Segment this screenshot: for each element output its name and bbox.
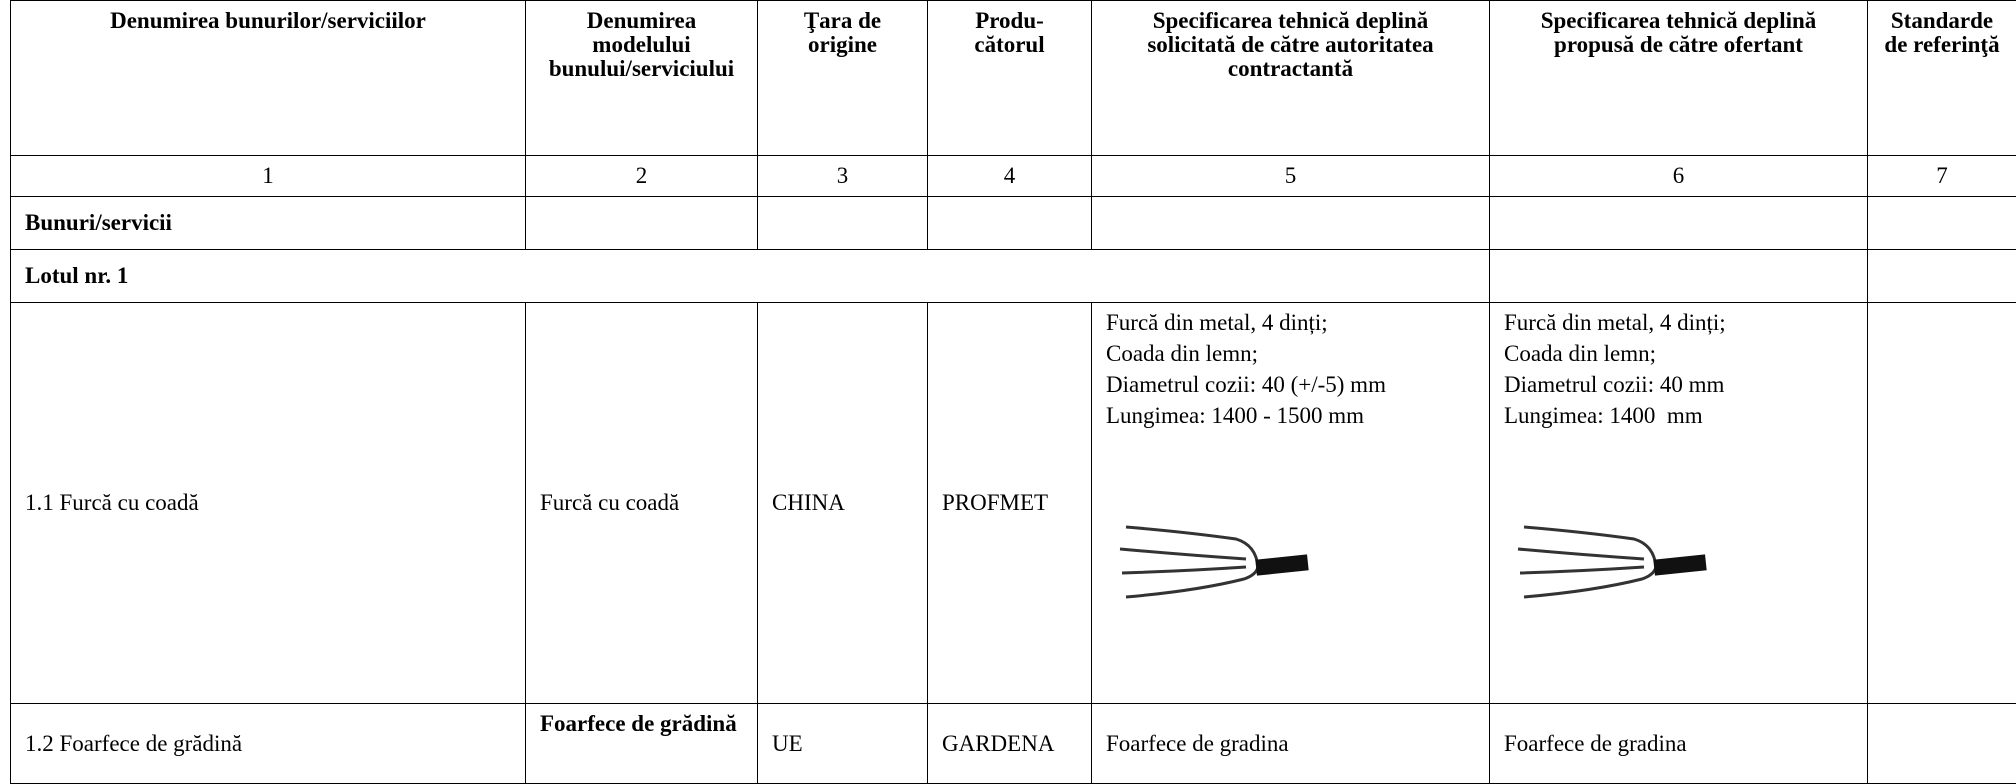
spec-line: Lungimea: 1400 - 1500 mm [1106, 400, 1475, 431]
number-cell: 6 [1490, 156, 1868, 197]
empty-cell [1868, 197, 2016, 250]
section-cell: Bunuri/servicii [11, 197, 526, 250]
number-row: 1 2 3 4 5 6 7 [11, 156, 2016, 197]
item-model: Furcă cu coadă [526, 303, 758, 704]
number-cell: 7 [1868, 156, 2016, 197]
empty-cell [1868, 250, 2016, 303]
empty-cell [526, 197, 758, 250]
spec-offered: Furcă din metal, 4 dinți; Coada din lemn… [1490, 303, 1868, 704]
item-producer: GARDENA [928, 704, 1092, 784]
item-name: 1.2 Foarfece de grădină [11, 704, 526, 784]
empty-cell [1490, 197, 1868, 250]
item-row: 1.1 Furcă cu coadă Furcă cu coadă CHINA … [11, 303, 2016, 704]
number-cell: 4 [928, 156, 1092, 197]
spec-line: Foarfece de gradina [1504, 731, 1853, 757]
number-cell: 5 [1092, 156, 1490, 197]
header-cell: Produ-cătorul [928, 1, 1092, 156]
spec-table: Denumirea bunurilor/serviciilor Denumire… [10, 0, 2016, 784]
spec-requested: Furcă din metal, 4 dinți; Coada din lemn… [1092, 303, 1490, 704]
page: Denumirea bunurilor/serviciilor Denumire… [0, 0, 2016, 758]
pitchfork-image [1106, 517, 1316, 617]
header-cell: Specificarea tehnică deplină solicitată … [1092, 1, 1490, 156]
item-name: 1.1 Furcă cu coadă [11, 303, 526, 704]
spec-offered: Foarfece de gradina [1490, 704, 1868, 784]
empty-cell [1490, 250, 1868, 303]
spec-line: Furcă din metal, 4 dinți; [1106, 307, 1475, 338]
item-country: UE [758, 704, 928, 784]
section-row: Bunuri/servicii [11, 197, 2016, 250]
spec-line: Coada din lemn; [1106, 338, 1475, 369]
empty-cell [1868, 704, 2016, 784]
empty-cell [1868, 303, 2016, 704]
item-model: Foarfece de grădină [526, 704, 758, 784]
lot-row: Lotul nr. 1 [11, 250, 2016, 303]
spec-line: Diametrul cozii: 40 (+/-5) mm [1106, 369, 1475, 400]
item-country: CHINA [758, 303, 928, 704]
number-cell: 2 [526, 156, 758, 197]
header-cell: Denumirea bunurilor/serviciilor [11, 1, 526, 156]
spec-line: Diametrul cozii: 40 mm [1504, 369, 1853, 400]
number-cell: 3 [758, 156, 928, 197]
item-producer: PROFMET [928, 303, 1092, 704]
spec-line: Furcă din metal, 4 dinți; [1504, 307, 1853, 338]
spec-line: Lungimea: 1400 mm [1504, 400, 1853, 431]
pitchfork-image [1504, 517, 1714, 617]
item-row: 1.2 Foarfece de grădină Foarfece de grăd… [11, 704, 2016, 784]
header-cell: Specificarea tehnică deplină propusă de … [1490, 1, 1868, 156]
spec-line: Coada din lemn; [1504, 338, 1853, 369]
header-cell: Ţara de origine [758, 1, 928, 156]
lot-cell: Lotul nr. 1 [11, 250, 1490, 303]
header-cell: Denumirea modelului bunului/serviciului [526, 1, 758, 156]
header-row: Denumirea bunurilor/serviciilor Denumire… [11, 1, 2016, 156]
empty-cell [1092, 197, 1490, 250]
number-cell: 1 [11, 156, 526, 197]
empty-cell [928, 197, 1092, 250]
header-cell: Standarde de referinţă [1868, 1, 2016, 156]
empty-cell [758, 197, 928, 250]
spec-line: Foarfece de gradina [1106, 731, 1475, 757]
spec-requested: Foarfece de gradina [1092, 704, 1490, 784]
